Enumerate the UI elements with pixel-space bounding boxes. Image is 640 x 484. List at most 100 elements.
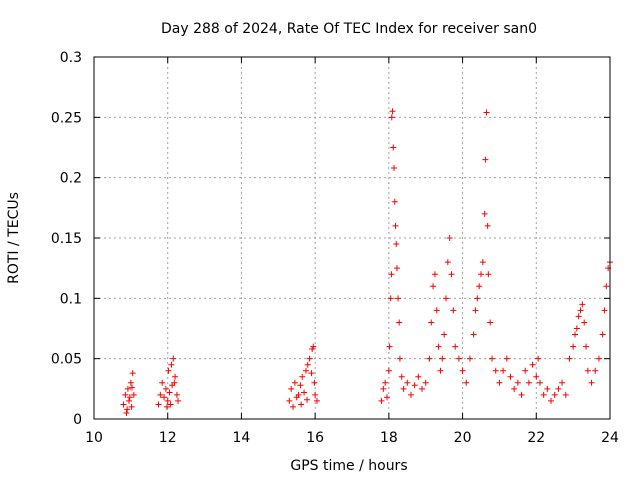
data-point-marker — [126, 397, 133, 404]
data-point-marker — [302, 367, 309, 374]
data-point-marker — [128, 403, 135, 410]
data-point-marker — [476, 283, 483, 290]
data-point-marker — [407, 391, 414, 398]
data-point-marker — [163, 403, 170, 410]
data-point-marker — [171, 379, 178, 386]
data-point-marker — [126, 394, 133, 401]
data-point-marker — [566, 355, 573, 362]
data-point-marker — [311, 379, 318, 386]
data-point-marker — [577, 307, 584, 314]
data-point-marker — [308, 370, 315, 377]
data-point-marker — [441, 331, 448, 338]
data-point-marker — [430, 283, 437, 290]
data-point-marker — [123, 409, 130, 416]
data-point-marker — [122, 391, 129, 398]
data-point-marker — [291, 379, 298, 386]
data-point-marker — [466, 355, 473, 362]
data-point-marker — [482, 156, 489, 163]
data-point-marker — [168, 361, 175, 368]
data-point-marker — [452, 343, 459, 350]
data-point-marker — [439, 355, 446, 362]
y-tick-label: 0.15 — [51, 231, 82, 247]
data-point-marker — [299, 373, 306, 380]
data-point-marker — [463, 379, 470, 386]
data-point-marker — [162, 385, 169, 392]
data-point-marker — [390, 144, 397, 151]
data-point-marker — [398, 373, 405, 380]
data-point-marker — [384, 394, 391, 401]
data-point-marker — [391, 198, 398, 205]
data-point-marker — [288, 385, 295, 392]
data-point-marker — [518, 391, 525, 398]
data-point-marker — [535, 355, 542, 362]
data-point-marker — [511, 385, 518, 392]
data-point-marker — [581, 319, 588, 326]
data-point-marker — [161, 394, 168, 401]
x-tick-label: 14 — [233, 430, 251, 446]
data-point-marker — [540, 391, 547, 398]
x-tick-label: 16 — [306, 430, 324, 446]
data-point-marker — [562, 391, 569, 398]
data-point-marker — [433, 307, 440, 314]
data-point-marker — [592, 367, 599, 374]
data-point-marker — [298, 401, 305, 408]
data-point-marker — [127, 379, 134, 386]
data-point-marker — [378, 397, 385, 404]
data-point-marker — [571, 331, 578, 338]
data-point-marker — [172, 373, 179, 380]
data-point-marker — [415, 373, 422, 380]
data-point-marker — [435, 343, 442, 350]
data-point-marker — [584, 367, 591, 374]
data-point-marker — [295, 391, 302, 398]
y-axis-label: ROTI / TECUs — [6, 192, 22, 284]
data-point-marker — [470, 331, 477, 338]
data-point-marker — [579, 301, 586, 308]
data-point-marker — [485, 271, 492, 278]
data-point-marker — [555, 385, 562, 392]
data-point-marker — [391, 165, 398, 172]
data-point-marker — [393, 241, 400, 248]
data-point-marker — [175, 397, 182, 404]
data-point-marker — [396, 355, 403, 362]
data-point-marker — [428, 319, 435, 326]
data-point-marker — [583, 343, 590, 350]
data-point-marker — [603, 283, 610, 290]
x-axis-ticks: 10 12 14 16 18 20 22 24 — [85, 57, 619, 446]
data-point-marker — [166, 389, 173, 396]
data-point-marker — [483, 109, 490, 116]
data-point-marker — [559, 379, 566, 386]
data-point-marker — [400, 385, 407, 392]
data-points — [120, 108, 613, 416]
data-point-marker — [503, 355, 510, 362]
data-point-marker — [389, 108, 396, 115]
y-tick-label: 0.25 — [51, 110, 82, 126]
data-point-marker — [489, 355, 496, 362]
y-tick-label: 0.2 — [60, 171, 82, 187]
x-tick-label: 20 — [454, 430, 472, 446]
data-point-marker — [304, 396, 311, 403]
data-point-marker — [380, 385, 387, 392]
data-point-marker — [392, 222, 399, 229]
x-tick-label: 10 — [85, 430, 103, 446]
data-point-marker — [173, 391, 180, 398]
data-point-marker — [395, 295, 402, 302]
data-point-marker — [128, 384, 135, 391]
data-point-marker — [450, 307, 457, 314]
data-point-marker — [459, 367, 466, 374]
data-point-marker — [393, 265, 400, 272]
data-point-marker — [301, 389, 308, 396]
y-tick-label: 0.05 — [51, 352, 82, 368]
data-point-marker — [507, 373, 514, 380]
data-point-marker — [514, 379, 521, 386]
x-axis-label: GPS time / hours — [290, 458, 407, 474]
data-point-marker — [544, 385, 551, 392]
data-point-marker — [164, 397, 171, 404]
data-point-marker — [120, 401, 127, 408]
data-point-marker — [382, 379, 389, 386]
data-point-marker — [129, 370, 136, 377]
data-point-marker — [386, 343, 393, 350]
data-point-marker — [170, 355, 177, 362]
data-point-marker — [431, 271, 438, 278]
